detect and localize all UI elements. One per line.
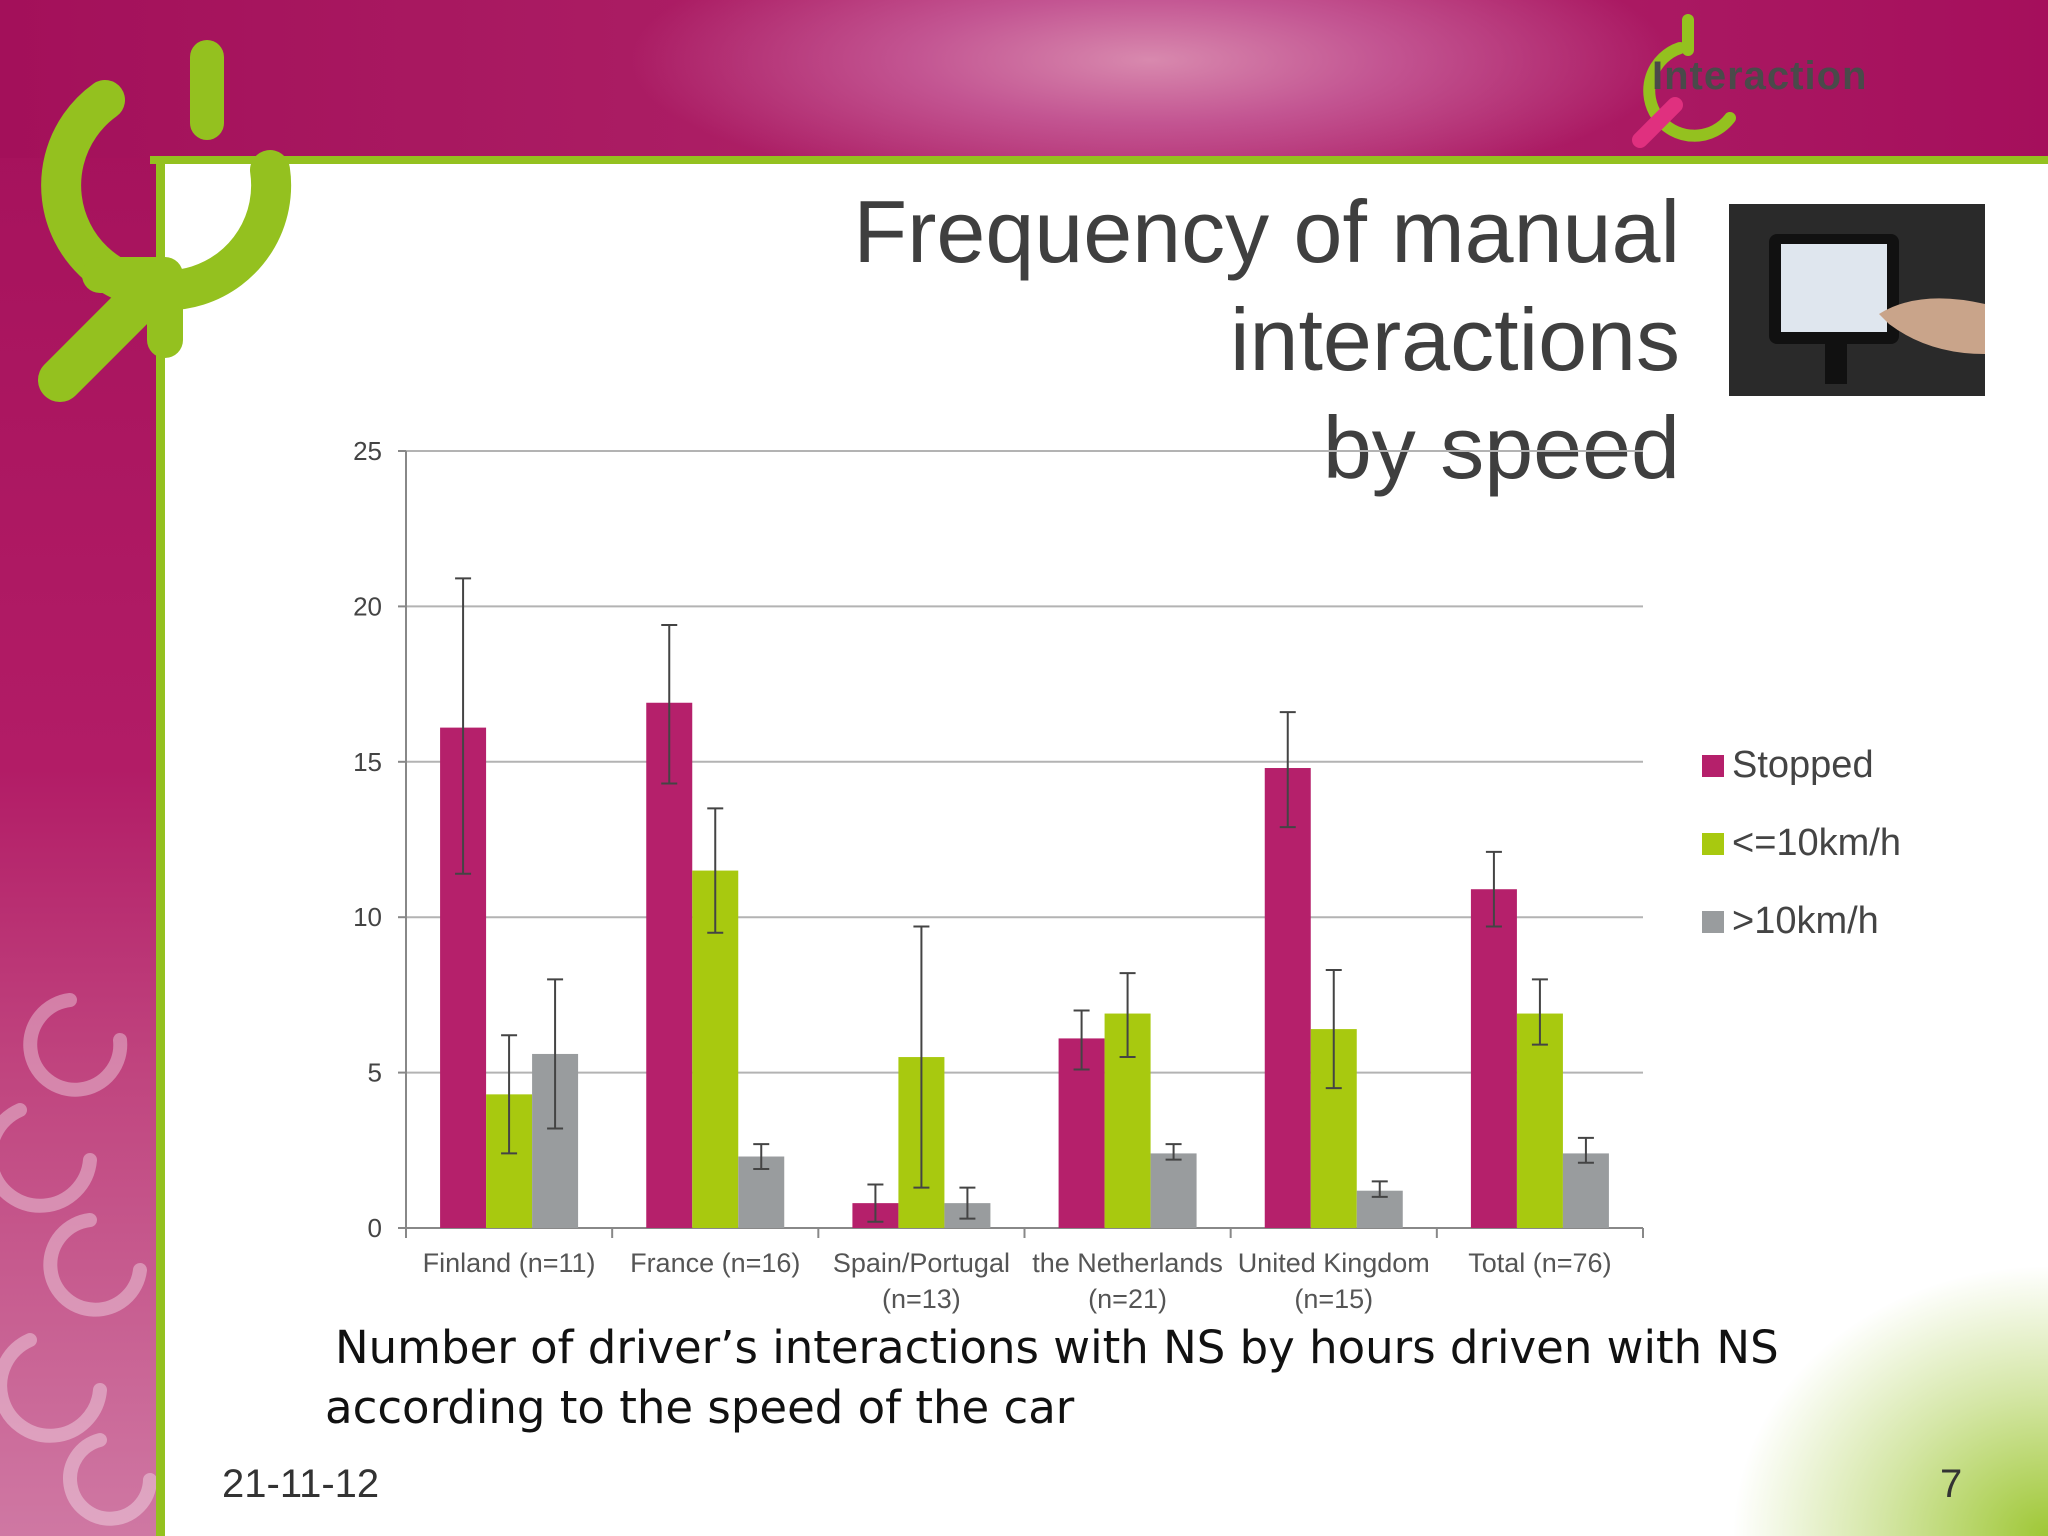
left-divider xyxy=(156,156,165,1536)
title-line-2: by speed xyxy=(1322,398,1680,497)
x-tick-label: the Netherlands xyxy=(1032,1248,1223,1278)
y-tick-label: 0 xyxy=(368,1213,382,1243)
logo-text: Interaction xyxy=(1652,54,1868,98)
bar-0-4 xyxy=(1264,768,1311,1228)
legend-item-stopped: Stopped xyxy=(1702,744,1874,787)
caption-line-2: according to the speed of the car xyxy=(325,1381,1075,1434)
legend-item-slow: <=10km/h xyxy=(1702,822,1901,865)
y-tick-label: 10 xyxy=(353,902,382,932)
title-line-1: Frequency of manual interactions xyxy=(853,182,1680,389)
y-tick-label: 15 xyxy=(353,747,382,777)
bar-0-5 xyxy=(1470,889,1517,1228)
x-tick-label: Finland (n=11) xyxy=(423,1248,596,1278)
pattern-decoration xyxy=(0,993,157,1526)
x-tick-label: Spain/Portugal xyxy=(833,1248,1010,1278)
header-divider xyxy=(150,156,2048,164)
legend-swatch-fast xyxy=(1702,910,1724,933)
page-number: 7 xyxy=(1940,1462,1963,1506)
x-tick-label: (n=15) xyxy=(1294,1284,1373,1314)
x-tick-label: (n=21) xyxy=(1088,1284,1167,1314)
y-tick-label: 5 xyxy=(368,1058,382,1088)
bar-chart: 0 5 10 15 20 25 Finland (n=11) France (n=16) Spa… xyxy=(353,436,1644,1314)
legend-label-fast: >10km/h xyxy=(1732,900,1879,942)
bar-1-5 xyxy=(1516,1013,1563,1228)
legend-swatch-slow xyxy=(1702,832,1724,855)
bar-2-5 xyxy=(1562,1153,1609,1228)
bar-2-3 xyxy=(1150,1153,1197,1228)
navigation-device-photo xyxy=(1729,204,1985,396)
y-tick-label: 25 xyxy=(353,436,382,466)
chart-caption: Number of driver’s interactions with NS … xyxy=(325,1318,1975,1438)
y-tick-label: 20 xyxy=(353,591,382,621)
x-tick-label: Total (n=76) xyxy=(1468,1248,1611,1278)
bar-0-1 xyxy=(646,702,693,1228)
interaction-logo-icon xyxy=(1632,14,1736,148)
legend-item-fast: >10km/h xyxy=(1702,900,1879,943)
green-corner-gradient xyxy=(1640,1180,2048,1536)
power-arrow-decoration xyxy=(38,40,292,402)
legend-label-stopped: Stopped xyxy=(1732,744,1874,786)
slide-title: Frequency of manual interactions by spee… xyxy=(480,178,1680,502)
x-tick-label: France (n=16) xyxy=(630,1248,800,1278)
legend-swatch-stopped xyxy=(1702,754,1724,777)
caption-line-1: Number of driver’s interactions with NS … xyxy=(335,1321,1779,1374)
legend-label-slow: <=10km/h xyxy=(1732,822,1901,864)
footer-date: 21-11-12 xyxy=(222,1462,380,1506)
x-tick-label: United Kingdom xyxy=(1238,1248,1430,1278)
x-tick-label: (n=13) xyxy=(882,1284,961,1314)
